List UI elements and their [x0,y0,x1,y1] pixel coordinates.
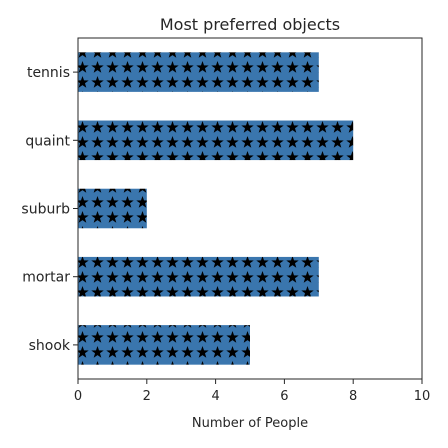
x-tick-label: 2 [143,389,151,404]
bar-shook [78,325,250,365]
x-tick-label: 4 [211,389,219,404]
chart-title: Most preferred objects [160,15,340,34]
bar-quaint [78,120,354,161]
y-axis-labels: tennis quaint suburb mortar shook [21,65,78,354]
bar-suburb [78,188,147,229]
x-axis-ticks: 0 2 4 6 8 10 [74,379,430,404]
bars-group [78,52,354,365]
bar-mortar [78,256,319,297]
x-axis-title: Number of People [192,416,308,431]
y-tick-label: suburb [21,202,70,218]
y-tick-label: shook [29,338,71,354]
x-tick-label: 8 [349,389,357,404]
x-tick-label: 6 [280,389,288,404]
x-tick-label: 10 [414,389,431,404]
y-tick-label: mortar [22,270,70,286]
y-tick-label: tennis [27,65,70,81]
y-tick-label: quaint [25,133,70,149]
bar-tennis [78,52,319,92]
x-tick-label: 0 [74,389,82,404]
